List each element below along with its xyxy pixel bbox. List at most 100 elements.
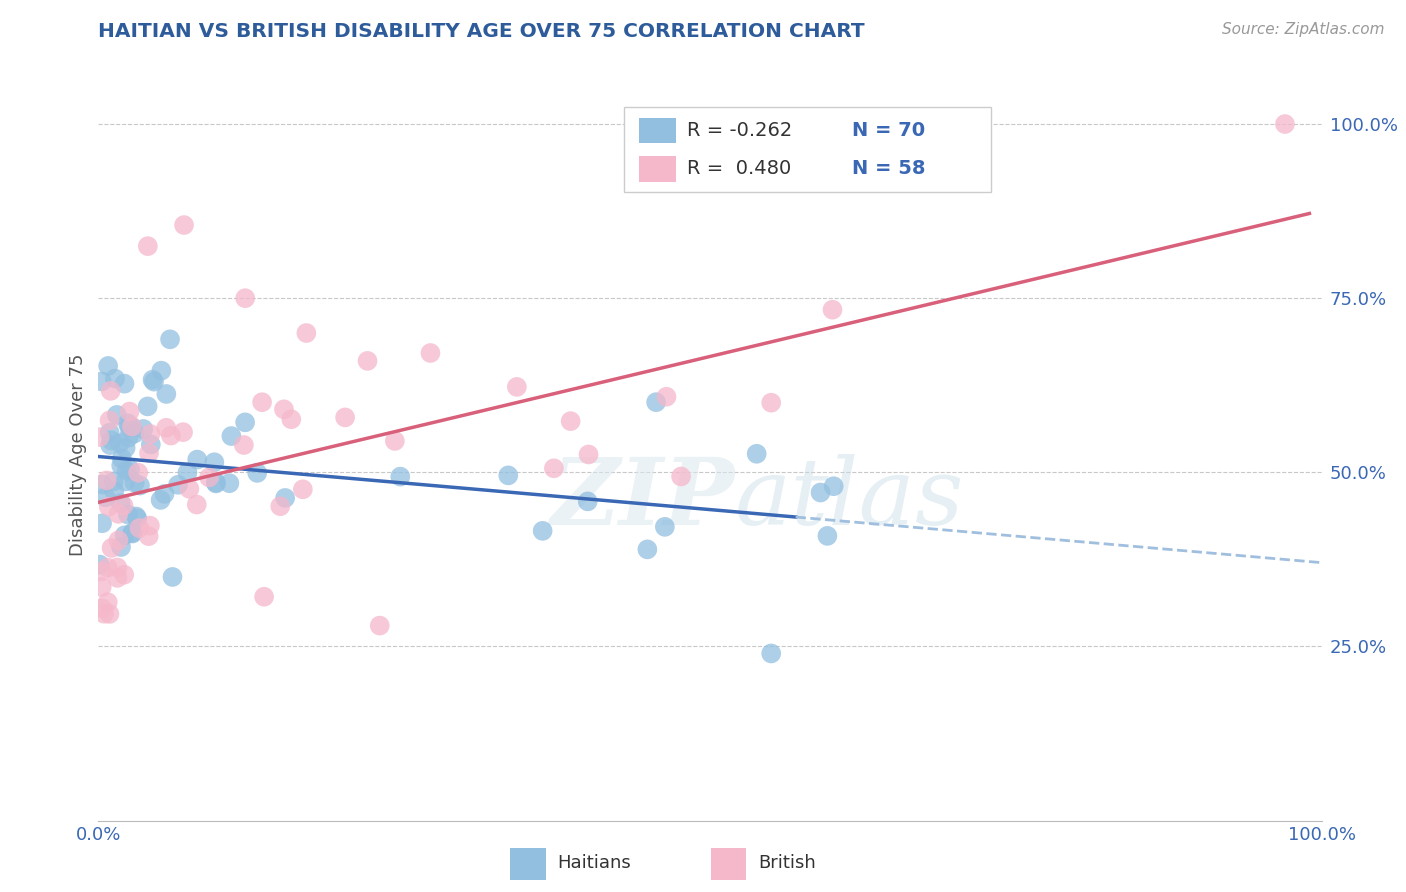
Point [155,387,177,401]
Point [136,239,159,253]
Text: N = 70: N = 70 [852,120,925,140]
Point [543,461,565,475]
Point [114,528,136,542]
Point [291,483,314,497]
Point [531,524,554,538]
Point [120,463,142,477]
Point [114,441,136,455]
Point [89,430,111,444]
Point [108,436,131,450]
Point [117,431,139,445]
Point [138,529,160,543]
Point [138,446,160,460]
Point [419,346,441,360]
Point [645,395,668,409]
Point [202,455,225,469]
Point [136,400,159,414]
Point [389,469,412,483]
Point [103,475,125,489]
Point [121,419,143,434]
Text: British: British [758,854,815,872]
Point [107,571,129,585]
Point [821,302,844,317]
Point [132,422,155,436]
Point [496,468,519,483]
Point [204,475,226,490]
Point [273,402,295,417]
Point [97,359,120,373]
Point [233,415,256,429]
Point [823,479,845,493]
Point [205,476,228,491]
Point [578,448,600,462]
Point [115,464,138,478]
Text: N = 58: N = 58 [852,160,925,178]
Point [110,458,132,473]
Point [118,420,141,434]
Point [143,375,166,389]
Point [111,451,134,466]
Point [176,466,198,480]
Point [139,427,162,442]
Point [150,364,173,378]
Point [253,590,276,604]
Point [105,560,128,574]
Point [1274,117,1296,131]
Point [112,499,135,513]
Point [139,518,162,533]
Point [112,567,135,582]
Point [172,425,194,439]
Point [100,434,122,448]
Point [295,326,318,340]
Point [129,478,152,492]
Point [186,498,208,512]
Point [91,601,114,615]
Point [810,485,832,500]
Point [127,466,149,480]
Point [98,607,121,621]
Point [97,500,120,514]
Point [117,508,139,522]
Point [160,428,183,442]
Point [179,482,201,496]
Text: R = -0.262: R = -0.262 [686,120,792,140]
Text: atlas: atlas [734,454,965,544]
Point [100,384,122,398]
Point [162,570,184,584]
Point [815,529,838,543]
Point [218,476,240,491]
Point [333,410,356,425]
Point [368,618,391,632]
Point [110,496,132,510]
Point [576,494,599,508]
Point [107,533,129,548]
Point [654,520,676,534]
Bar [510,848,546,880]
Point [90,375,112,389]
Point [90,565,112,579]
Point [91,477,114,491]
Point [506,380,529,394]
Text: R =  0.480: R = 0.480 [686,160,792,178]
Point [114,475,136,489]
Point [274,491,297,505]
Point [159,332,181,346]
Point [280,412,302,426]
Point [98,425,121,440]
Point [141,373,163,387]
Point [118,404,141,418]
Bar [711,848,747,880]
Point [89,558,111,572]
Point [128,521,150,535]
Point [745,447,768,461]
Point [104,371,127,385]
Point [761,395,783,409]
Point [669,469,692,483]
Point [269,500,291,514]
Point [233,291,256,305]
Point [117,417,139,431]
Point [761,647,783,661]
Point [149,492,172,507]
Point [124,475,146,490]
Point [153,487,176,501]
